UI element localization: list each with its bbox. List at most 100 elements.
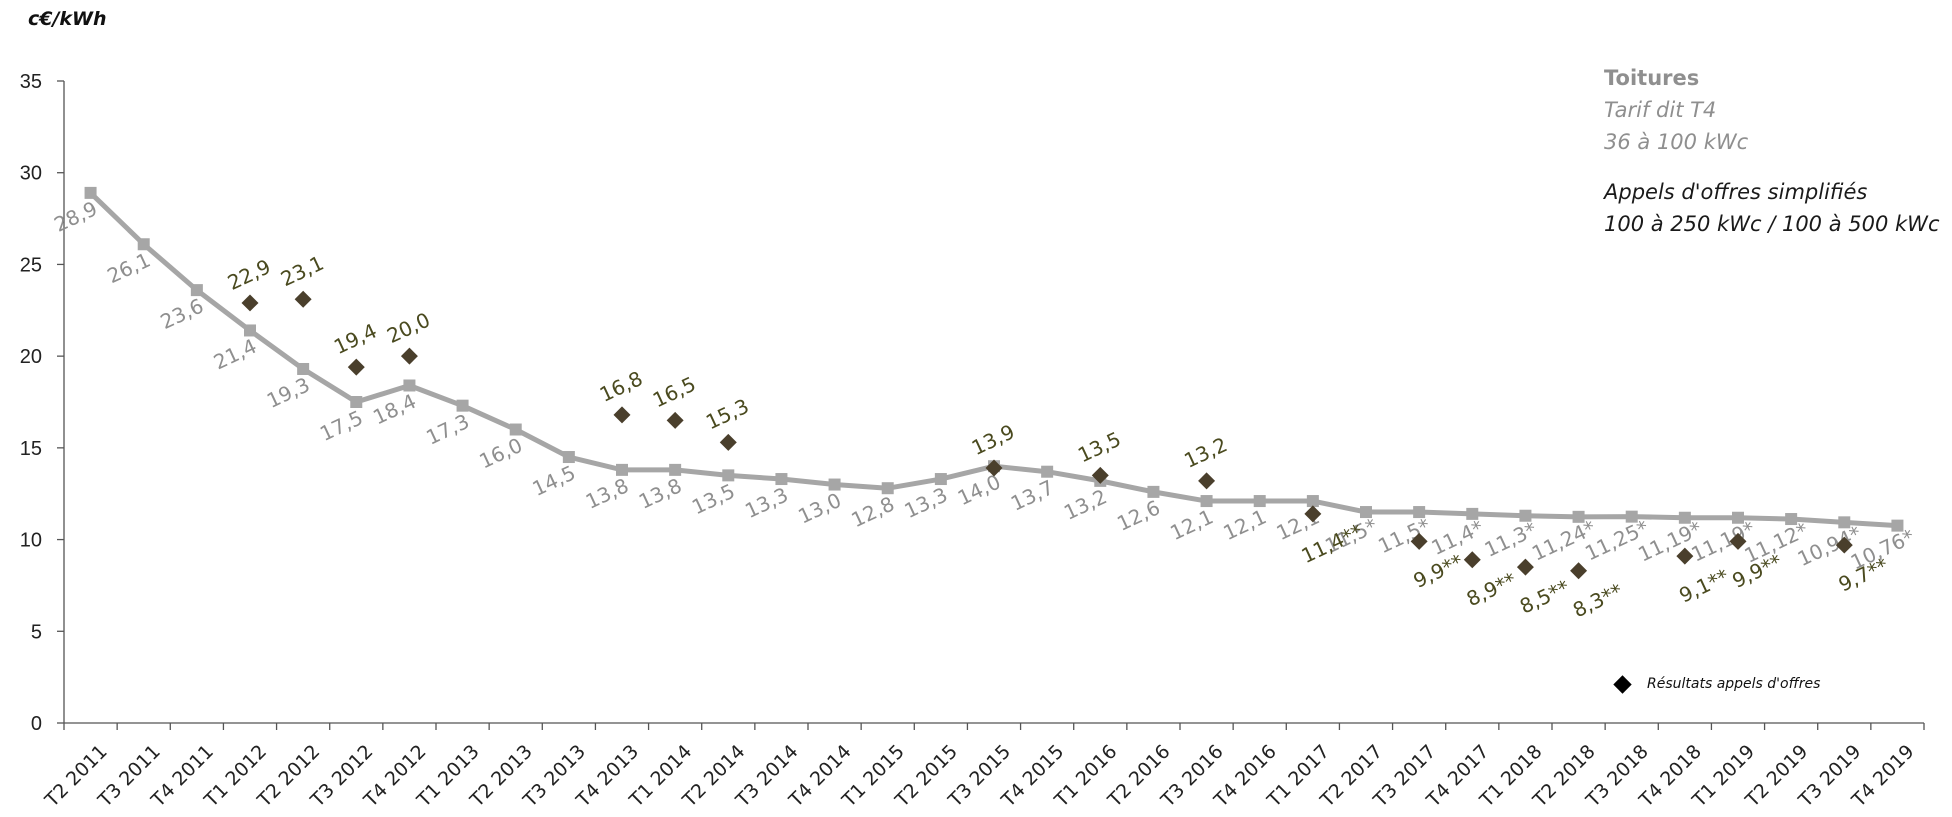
tarif-data-label: 13,3 <box>901 482 952 523</box>
ao-marker <box>294 290 312 308</box>
tarif-marker <box>244 324 256 337</box>
ao-data-label: 16,8 <box>596 366 647 407</box>
tarif-marker <box>1838 516 1851 529</box>
ao-data-label: 13,2 <box>1180 432 1231 473</box>
tarif-marker <box>1519 509 1532 522</box>
tarif-data-label: 13,0 <box>794 488 845 529</box>
tarif-marker <box>1785 513 1798 526</box>
ao-marker <box>1516 558 1534 576</box>
tarif-data-label: 13,5 <box>688 479 739 520</box>
ao-data-label: 23,1 <box>277 251 328 292</box>
tarif-marker <box>722 469 735 482</box>
tarif-data-label: 12,8 <box>848 492 899 533</box>
tarif-marker <box>84 186 97 199</box>
diamond-marker-icon <box>1613 674 1632 694</box>
tarif-data-label: 11,5* <box>1374 513 1434 558</box>
ao-data-label: 13,9 <box>968 419 1019 460</box>
tarif-data-label: 16,0 <box>476 433 527 474</box>
tarif-marker <box>1253 495 1266 508</box>
tarif-data-label: 14,5 <box>529 460 580 501</box>
tarif-data-label: 13,3 <box>741 482 792 523</box>
ao-marker <box>400 347 418 365</box>
tarif-marker <box>1466 507 1479 520</box>
tarif-marker <box>190 284 203 297</box>
tarif-marker <box>616 463 628 476</box>
y-tick-label: 25 <box>20 254 42 276</box>
tarif-marker <box>1360 506 1372 519</box>
y-tick-label: 15 <box>20 438 42 460</box>
tarif-data-label: 17,5 <box>316 405 367 446</box>
marker-legend: Résultats appels d'offres <box>1613 674 1820 694</box>
tarif-data-label: 28,9 <box>50 196 101 237</box>
legend-ao-line2: 100 à 250 kWc / 100 à 500 kWc <box>1604 212 1940 236</box>
tarif-marker <box>297 362 310 375</box>
legend-tarif-line1: Tarif dit T4 <box>1604 98 1717 122</box>
ao-marker <box>1835 536 1853 554</box>
tarif-data-label: 13,2 <box>1060 484 1111 525</box>
tarif-marker <box>1200 495 1213 508</box>
tarif-marker <box>456 399 469 412</box>
tarif-data-label: 11,3* <box>1481 517 1541 562</box>
tarif-marker <box>881 482 894 495</box>
tarif-marker <box>934 473 947 486</box>
ao-marker <box>347 358 365 376</box>
legend-ao-line1: Appels d'offres simplifiés <box>1604 180 1868 204</box>
tarif-marker <box>775 473 788 486</box>
tarif-marker <box>1891 519 1904 532</box>
legend: Toitures Tarif dit T4 36 à 100 kWc Appel… <box>1604 62 1940 240</box>
tarif-data-label: 23,6 <box>157 293 208 334</box>
tarif-marker <box>1306 495 1319 508</box>
ao-data-label: 20,0 <box>383 308 434 349</box>
tarif-data-label: 12,1 <box>1166 504 1217 545</box>
ao-marker <box>241 294 259 312</box>
tarif-marker <box>1678 511 1691 524</box>
tarif-marker <box>509 423 522 436</box>
ao-data-label: 19,4 <box>330 319 381 360</box>
tarif-data-label: 19,3 <box>263 372 314 413</box>
ao-marker <box>1198 472 1216 490</box>
ao-marker <box>1676 547 1694 565</box>
tarif-marker <box>1732 511 1744 524</box>
ao-data-label: 13,5 <box>1074 427 1125 468</box>
y-tick-label: 0 <box>31 713 42 735</box>
legend-tarif-line2: 36 à 100 kWc <box>1604 130 1749 154</box>
tarif-marker <box>1572 510 1585 523</box>
y-axis-unit: c€/kWh <box>28 8 107 30</box>
y-tick-label: 35 <box>20 71 42 93</box>
tarif-data-label: 17,3 <box>422 409 473 450</box>
ao-marker <box>1729 532 1747 550</box>
y-tick-label: 20 <box>20 346 42 368</box>
tarif-marker <box>1413 506 1426 519</box>
ao-data-label: 8,5** <box>1516 575 1573 619</box>
tarif-marker <box>562 451 575 464</box>
tarif-marker <box>137 238 150 251</box>
ao-marker <box>613 406 631 424</box>
tarif-marker <box>350 396 363 408</box>
legend-tarif-title: Toitures <box>1604 66 1700 90</box>
ao-data-label: 9,1** <box>1675 564 1732 608</box>
y-tick-label: 30 <box>20 163 42 185</box>
tarif-marker <box>403 379 416 392</box>
tarif-data-label: 12,6 <box>1113 495 1164 536</box>
ao-data-label: 16,5 <box>649 372 700 413</box>
ao-marker <box>719 433 737 451</box>
tarif-marker <box>1041 465 1054 478</box>
tarif-marker <box>1625 510 1638 523</box>
tarif-data-label: 13,8 <box>582 473 633 514</box>
tarif-marker <box>828 478 841 491</box>
ao-marker <box>1463 551 1481 569</box>
tarif-marker <box>669 463 682 476</box>
y-tick-label: 10 <box>20 530 42 552</box>
ao-marker <box>985 459 1003 477</box>
ao-marker <box>1570 562 1588 580</box>
ao-data-label: 8,3** <box>1569 579 1626 623</box>
tarif-data-label: 12,1 <box>1220 504 1271 545</box>
tarif-data-label: 26,1 <box>104 248 155 289</box>
tarif-marker <box>1147 485 1160 498</box>
ao-marker <box>666 411 684 429</box>
ao-data-label: 22,9 <box>224 254 275 295</box>
ao-marker <box>1410 532 1428 550</box>
ao-data-label: 15,3 <box>702 394 753 435</box>
tarif-data-label: 13,7 <box>1007 475 1058 516</box>
